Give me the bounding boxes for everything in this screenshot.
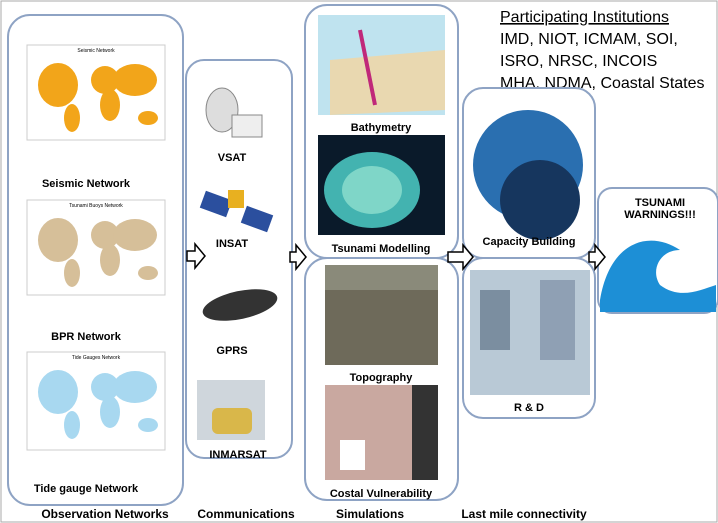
- map-image: [26, 351, 166, 451]
- arrow: [447, 242, 474, 272]
- item-label: INSAT: [216, 238, 248, 250]
- map-title: Seismic Network: [77, 48, 115, 54]
- arrow: [588, 242, 606, 272]
- institutions-title: Participating Institutions: [500, 9, 669, 26]
- bathymetry-image: [318, 15, 445, 115]
- item-label: Tide gauge Network: [34, 483, 139, 495]
- column-caption: Communications: [197, 507, 295, 521]
- column-caption: Observation Networks: [41, 507, 169, 521]
- gprs-image: [202, 289, 278, 321]
- item-label: Costal Vulnerability: [330, 488, 433, 500]
- item-label: INMARSAT: [209, 449, 267, 461]
- arrow: [289, 242, 307, 272]
- item-label: Capacity Building: [483, 236, 576, 248]
- item-label: Tsunami Modelling: [332, 243, 431, 255]
- item-label: GPRS: [216, 345, 247, 357]
- arrow: [186, 241, 206, 271]
- item-label: Seismic Network: [42, 178, 131, 190]
- wave-image: [600, 240, 716, 312]
- column-caption: Last mile connectivity: [461, 507, 587, 521]
- map-title: Tsunami Buoys Network: [69, 203, 123, 209]
- vsat-image: [205, 87, 263, 138]
- vulnerability-image: [325, 385, 438, 480]
- modelling-image: [318, 135, 445, 235]
- item-label: Bathymetry: [351, 122, 412, 134]
- warning-text: TSUNAMI WARNINGS!!!: [624, 197, 696, 221]
- buoy-image: [197, 380, 265, 440]
- map-image: [26, 44, 166, 141]
- warning-container: TSUNAMI WARNINGS!!!: [624, 197, 696, 221]
- institutions-line: ISRO, NRSC, INCOIS: [500, 53, 657, 70]
- item-label: Topography: [350, 372, 414, 384]
- topography-image: [325, 265, 438, 365]
- map-image: [26, 199, 166, 296]
- satellite-image: [199, 190, 274, 233]
- column-caption: Simulations: [336, 507, 404, 521]
- item-label: BPR Network: [51, 331, 122, 343]
- institutions-line: IMD, NIOT, ICMAM, SOI,: [500, 31, 678, 48]
- map-title: Tide Gauges Network: [72, 355, 121, 361]
- item-label: R & D: [514, 402, 544, 414]
- rnd-image: [470, 270, 590, 395]
- item-label: VSAT: [218, 152, 247, 164]
- capacity-image: [473, 110, 583, 240]
